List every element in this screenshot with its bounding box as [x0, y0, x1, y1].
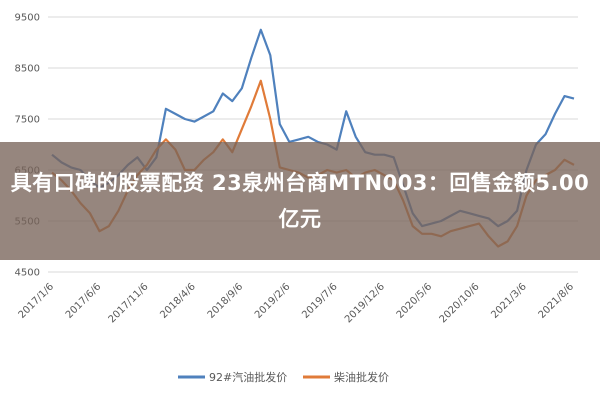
y-tick-label: 8500: [15, 64, 40, 75]
x-tick-label: 2020/10/6: [438, 281, 482, 325]
x-tick-label: 2021/8/6: [537, 281, 577, 321]
x-tick-label: 2019/12/6: [343, 281, 387, 325]
legend-label-gasoline: 92#汽油批发价: [209, 370, 287, 384]
legend-label-diesel: 柴油批发价: [334, 370, 389, 384]
y-tick-label: 7500: [15, 115, 40, 126]
y-tick-label: 4500: [15, 268, 40, 279]
x-tick-label: 2020/5/6: [395, 281, 435, 321]
x-tick-label: 2018/9/6: [206, 281, 246, 321]
x-tick-label: 2017/11/6: [107, 281, 151, 325]
headline-text: 具有口碑的股票配资 23泉州台商MTN003：回售金额5.00亿元: [10, 171, 590, 231]
x-tick-label: 2017/6/6: [64, 281, 104, 321]
x-axis-ticks: 2017/1/6 2017/6/6 2017/11/6 2018/4/6 2018/9/…: [17, 281, 577, 325]
y-tick-label: 9500: [15, 13, 40, 24]
legend: 92#汽油批发价 柴油批发价: [178, 370, 389, 384]
x-tick-label: 2018/4/6: [158, 281, 198, 321]
headline-banner: 具有口碑的股票配资 23泉州台商MTN003：回售金额5.00亿元: [0, 142, 600, 260]
x-tick-label: 2017/1/6: [17, 281, 57, 321]
x-tick-label: 2019/2/6: [253, 281, 293, 321]
x-tick-label: 2019/7/6: [300, 281, 340, 321]
x-tick-label: 2021/3/6: [489, 281, 529, 321]
